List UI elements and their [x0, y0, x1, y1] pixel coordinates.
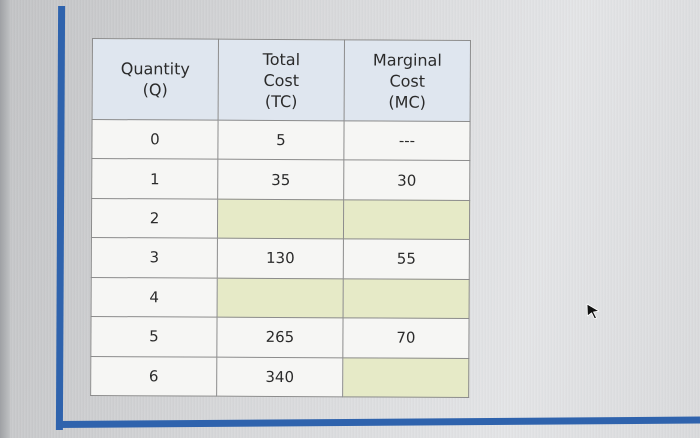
mouse-pointer-icon: [586, 303, 600, 319]
table-row: 3 130 55: [91, 237, 470, 280]
marginal-cost-answer-field[interactable]: [343, 278, 470, 319]
header-total-cost-line-2: Cost: [263, 70, 300, 90]
quantity-cell: 0: [91, 119, 219, 160]
marginal-cost-cell: 55: [343, 239, 470, 280]
page-frame-border-left: [55, 6, 66, 430]
total-cost-cell: 35: [217, 159, 344, 200]
quantity-cell: 1: [91, 158, 218, 200]
header-total-cost-line-3: (TC): [264, 91, 298, 111]
monitor-bezel: [0, 0, 10, 438]
marginal-cost-answer-field[interactable]: [342, 357, 469, 398]
total-cost-cell: 5: [217, 120, 345, 161]
header-marginal-cost-line-2: Cost: [389, 71, 426, 91]
cost-table: Quantity (Q) Total Cost (TC) Marginal Co…: [90, 38, 471, 398]
table-row: 4: [91, 277, 470, 319]
quantity-cell: 4: [91, 277, 218, 318]
total-cost-answer-field[interactable]: [217, 199, 344, 240]
total-cost-answer-field[interactable]: [217, 277, 344, 318]
header-quantity-line-2: (Q): [142, 80, 168, 100]
marginal-cost-cell: 70: [342, 317, 470, 359]
quantity-cell: 2: [91, 198, 218, 239]
header-marginal-cost: Marginal Cost (MC): [344, 39, 471, 122]
header-marginal-cost-line-1: Marginal: [372, 49, 442, 70]
marginal-cost-cell: 30: [343, 160, 470, 201]
marginal-cost-cell: ---: [343, 120, 471, 161]
quantity-cell: 5: [90, 316, 218, 357]
page-frame-border-bottom: [56, 416, 700, 428]
total-cost-cell: 265: [216, 317, 344, 358]
table-row: 2: [91, 198, 470, 240]
total-cost-cell: 340: [216, 356, 343, 397]
quantity-cell: 3: [91, 237, 218, 278]
header-quantity: Quantity (Q): [92, 38, 219, 121]
total-cost-cell: 130: [217, 238, 344, 279]
header-quantity-line-1: Quantity: [120, 59, 190, 79]
table-row: 5 265 70: [90, 316, 470, 359]
cost-table-container: Quantity (Q) Total Cost (TC) Marginal Co…: [90, 38, 471, 398]
header-marginal-cost-line-3: (MC): [388, 92, 426, 112]
quantity-cell: 6: [90, 356, 217, 397]
table-row: 1 35 30: [91, 158, 470, 201]
table-row: 0 5 ---: [91, 119, 471, 161]
header-total-cost-line-1: Total: [262, 49, 301, 69]
marginal-cost-answer-field[interactable]: [343, 199, 470, 240]
table-row: 6 340: [90, 356, 469, 398]
header-total-cost: Total Cost (TC): [218, 39, 345, 121]
table-header-row: Quantity (Q) Total Cost (TC) Marginal Co…: [92, 38, 471, 122]
